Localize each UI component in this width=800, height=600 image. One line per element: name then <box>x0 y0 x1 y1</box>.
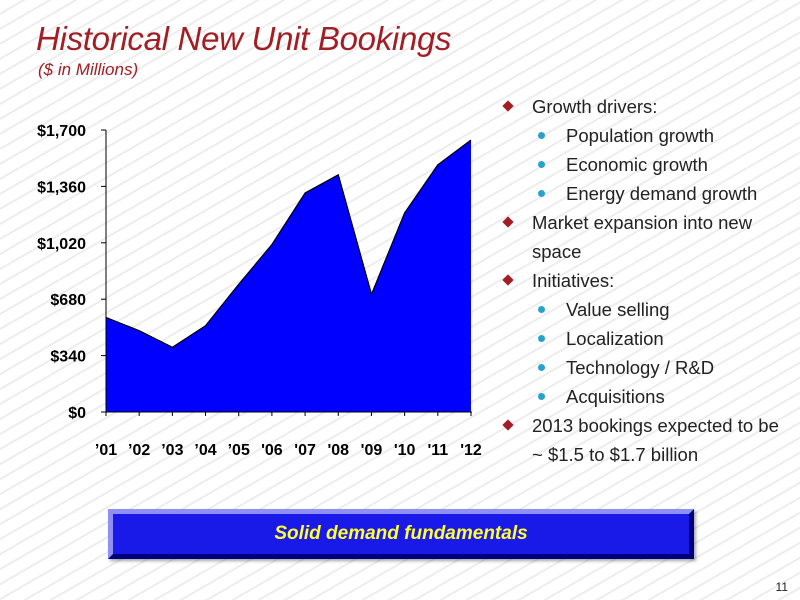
dot-bullet-icon <box>538 393 545 400</box>
diamond-bullet-icon <box>502 419 514 431</box>
series-area <box>106 140 471 412</box>
y-tick-label: $1,020 <box>37 236 86 253</box>
x-tick-label: ’01 <box>95 442 117 459</box>
dot-bullet-icon <box>538 161 545 168</box>
sub-bullet-item: Economic growth <box>498 150 793 179</box>
bullet-text: Technology / R&D <box>566 357 715 378</box>
x-tick-label: ’04 <box>194 442 216 459</box>
dot-bullet-icon <box>538 306 545 313</box>
page-number: 11 <box>775 580 788 594</box>
x-tick-label: '07 <box>294 442 316 459</box>
x-tick-label: ’03 <box>161 442 183 459</box>
bullet-text: Economic growth <box>566 154 708 175</box>
sub-bullet-item: Localization <box>498 324 793 353</box>
sub-bullet-item: Energy demand growth <box>498 179 793 208</box>
y-tick-label: $1,700 <box>37 123 86 140</box>
series-line <box>105 139 472 348</box>
y-tick-label: $0 <box>68 405 86 422</box>
bullet-text: 2013 bookings expected to be ~ $1.5 to $… <box>532 415 779 465</box>
bullet-text: Energy demand growth <box>566 183 758 204</box>
bullet-item: Market expansion into new space <box>498 208 793 266</box>
bullet-text: Market expansion into new space <box>532 212 753 262</box>
x-tick-label: '10 <box>394 442 416 459</box>
bullet-item: Growth drivers: <box>498 92 793 121</box>
x-tick-label: '06 <box>261 442 283 459</box>
dot-bullet-icon <box>538 364 545 371</box>
sub-bullet-item: Population growth <box>498 121 793 150</box>
x-tick-label: '08 <box>327 442 349 459</box>
bullet-text: Population growth <box>566 125 715 146</box>
bullet-text: Value selling <box>566 299 670 320</box>
bullet-text: Acquisitions <box>566 386 665 407</box>
diamond-bullet-icon <box>502 274 514 286</box>
x-tick-label: '11 <box>427 442 448 459</box>
y-tick-label: $680 <box>50 292 86 309</box>
bullet-text: Initiatives: <box>532 270 615 291</box>
bullet-text: Growth drivers: <box>532 96 658 117</box>
y-tick-label: $1,360 <box>37 179 86 196</box>
diamond-bullet-icon <box>502 216 514 228</box>
bullet-text: Localization <box>566 328 664 349</box>
x-tick-label: ’05 <box>228 442 250 459</box>
y-tick-label: $340 <box>50 349 86 366</box>
banner-text: Solid demand fundamentals <box>274 523 528 544</box>
slide-title: Historical New Unit Bookings <box>36 20 452 57</box>
summary-banner: Solid demand fundamentals <box>108 509 694 559</box>
slide-subtitle: ($ in Millions) <box>38 60 139 79</box>
dot-bullet-icon <box>538 132 545 139</box>
diamond-bullet-icon <box>502 100 514 112</box>
bullet-item: 2013 bookings expected to be ~ $1.5 to $… <box>498 411 793 469</box>
x-tick-label: '09 <box>361 442 383 459</box>
sub-bullet-item: Acquisitions <box>498 382 793 411</box>
sub-bullet-item: Technology / R&D <box>498 353 793 382</box>
bullet-list: Growth drivers: Population growth Econom… <box>498 92 793 469</box>
x-tick-label: '12 <box>460 442 482 459</box>
dot-bullet-icon <box>538 190 545 197</box>
bullet-item: Initiatives: <box>498 266 793 295</box>
dot-bullet-icon <box>538 335 545 342</box>
x-tick-label: ’02 <box>128 442 150 459</box>
sub-bullet-item: Value selling <box>498 295 793 324</box>
